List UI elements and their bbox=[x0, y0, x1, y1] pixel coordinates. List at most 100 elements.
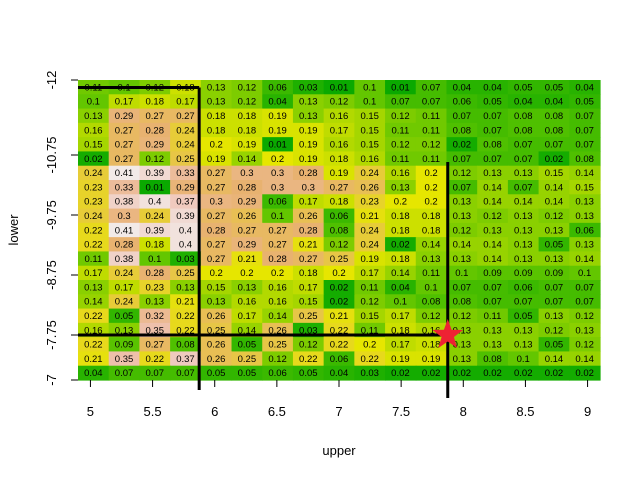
heatmap-cell bbox=[231, 222, 263, 238]
heatmap-cell bbox=[170, 137, 202, 153]
heatmap-cell bbox=[507, 280, 540, 295]
heatmap-cell bbox=[323, 237, 355, 253]
heatmap-cell bbox=[507, 294, 540, 310]
cell-value-label: 0.15 bbox=[360, 140, 379, 151]
heatmap-cell bbox=[292, 222, 325, 238]
cell-value-label: 0.25 bbox=[299, 311, 318, 322]
heatmap-cell bbox=[385, 80, 417, 95]
cell-value-label: 0.37 bbox=[176, 197, 195, 208]
heatmap-cell bbox=[139, 151, 171, 167]
cell-value-label: 0.17 bbox=[299, 197, 318, 208]
heatmap-cell bbox=[323, 294, 355, 310]
heatmap-cell bbox=[78, 237, 110, 253]
heatmap-cell bbox=[507, 265, 540, 281]
heatmap-cell bbox=[569, 322, 601, 338]
heatmap-cell bbox=[108, 151, 141, 167]
cell-value-label: 0.08 bbox=[514, 111, 533, 122]
heatmap-cell bbox=[108, 365, 141, 381]
cell-value-label: 0.07 bbox=[514, 154, 533, 165]
cell-value-label: 0.07 bbox=[115, 368, 134, 379]
heatmap-cell bbox=[538, 80, 570, 95]
heatmap-cell bbox=[507, 308, 540, 324]
cell-value-label: 0.1 bbox=[363, 97, 376, 108]
cell-value-label: 0.01 bbox=[330, 82, 349, 93]
cell-value-label: 0.11 bbox=[484, 311, 502, 322]
heatmap-cell bbox=[446, 365, 478, 381]
heatmap-cell bbox=[262, 265, 294, 281]
cell-value-label: 0.07 bbox=[146, 368, 165, 379]
cell-value-label: 0.22 bbox=[176, 311, 195, 322]
cell-value-label: 0.28 bbox=[238, 182, 257, 193]
heatmap-cell bbox=[446, 237, 478, 253]
heatmap-cell bbox=[170, 365, 202, 381]
heatmap-cell bbox=[415, 94, 448, 110]
heatmap-cell bbox=[354, 351, 386, 367]
cell-value-label: 0.04 bbox=[514, 97, 533, 108]
cell-value-label: 0.17 bbox=[84, 268, 103, 279]
heatmap-cell bbox=[231, 337, 263, 353]
heatmap-cell bbox=[446, 122, 478, 138]
cell-value-label: 0.18 bbox=[238, 125, 257, 136]
heatmap-cell bbox=[477, 108, 509, 124]
heatmap-cell bbox=[385, 265, 417, 281]
heatmap-cell bbox=[108, 94, 141, 110]
heatmap-cell bbox=[78, 165, 110, 181]
heatmap-cell bbox=[231, 165, 263, 181]
y-axis-label: lower bbox=[6, 214, 21, 246]
heatmap-cell bbox=[354, 122, 386, 138]
heatmap-cell bbox=[415, 280, 448, 295]
heatmap-cell bbox=[569, 280, 601, 295]
heatmap-cell bbox=[292, 165, 325, 181]
heatmap-cell bbox=[446, 222, 478, 238]
cell-value-label: 0.27 bbox=[268, 240, 287, 251]
heatmap-cell bbox=[200, 351, 233, 367]
cell-value-label: 0.27 bbox=[115, 154, 134, 165]
cell-value-label: 0.09 bbox=[545, 268, 564, 279]
heatmap-cell bbox=[108, 208, 141, 224]
heatmap-cell bbox=[477, 94, 509, 110]
cell-value-label: 0.29 bbox=[115, 111, 134, 122]
cell-value-label: 0.18 bbox=[146, 97, 165, 108]
cell-value-label: 0.28 bbox=[115, 240, 134, 251]
cell-value-label: 0.12 bbox=[483, 211, 502, 222]
cell-value-label: 0.07 bbox=[545, 140, 564, 151]
cell-value-label: 0.26 bbox=[299, 211, 318, 222]
cell-value-label: 0.07 bbox=[453, 282, 472, 293]
cell-value-label: 0.24 bbox=[176, 125, 195, 136]
heatmap-cell bbox=[385, 137, 417, 153]
cell-value-label: 0.29 bbox=[238, 197, 257, 208]
heatmap-cell bbox=[538, 108, 570, 124]
heatmap-cell bbox=[415, 122, 448, 138]
cell-value-label: 0.22 bbox=[84, 225, 103, 236]
heatmap-cell bbox=[415, 80, 448, 95]
cell-value-label: 0.11 bbox=[392, 154, 410, 165]
cell-value-label: 0.06 bbox=[453, 97, 472, 108]
heatmap-cell bbox=[200, 80, 233, 95]
cell-value-label: 0.27 bbox=[207, 240, 226, 251]
cell-value-label: 0.19 bbox=[299, 154, 318, 165]
cell-value-label: 0.12 bbox=[545, 211, 564, 222]
cell-value-label: 0.1 bbox=[578, 268, 591, 279]
heatmap-cell bbox=[415, 222, 448, 238]
heatmap-cell bbox=[385, 122, 417, 138]
heatmap-cell bbox=[446, 351, 478, 367]
cell-value-label: 0.01 bbox=[391, 82, 410, 93]
heatmap-cell bbox=[139, 337, 171, 353]
heatmap-cell bbox=[385, 337, 417, 353]
heatmap-cell bbox=[477, 365, 509, 381]
cell-value-label: 0.2 bbox=[332, 268, 345, 279]
heatmap-cell bbox=[538, 151, 570, 167]
heatmap-cell bbox=[108, 137, 141, 153]
cell-value-label: 0.24 bbox=[146, 211, 165, 222]
cell-value-label: 0.12 bbox=[575, 340, 594, 351]
heatmap-cell bbox=[200, 108, 233, 124]
heatmap-cell bbox=[323, 280, 355, 295]
heatmap-cell bbox=[446, 165, 478, 181]
heatmap-cell bbox=[170, 208, 202, 224]
cell-value-label: 0.26 bbox=[207, 354, 226, 365]
heatmap-cell bbox=[446, 308, 478, 324]
cell-value-label: 0.05 bbox=[483, 97, 502, 108]
cell-value-label: 0.15 bbox=[299, 297, 318, 308]
cell-value-label: 0.07 bbox=[575, 125, 594, 136]
cell-value-label: 0.13 bbox=[545, 225, 564, 236]
